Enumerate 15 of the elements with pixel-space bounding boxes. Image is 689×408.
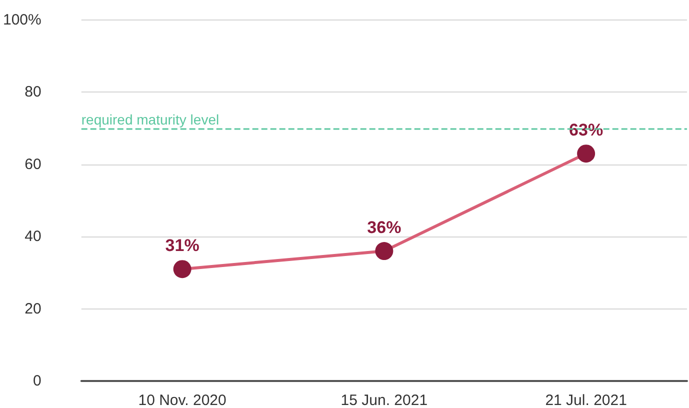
- x-tick-label: 21 Jul. 2021: [545, 392, 627, 408]
- y-tick-label: 80: [24, 84, 42, 101]
- ref-line-label: required maturity level: [81, 111, 220, 128]
- y-tick-label: 100%: [2, 12, 42, 28]
- point: [375, 242, 394, 260]
- y-tick-label: 20: [24, 300, 42, 318]
- x-tick-label: 15 Jun. 2021: [340, 392, 428, 408]
- y-tick-label: 40: [24, 228, 42, 246]
- y-tick-label: 0: [33, 372, 42, 390]
- point: [577, 144, 596, 163]
- data-label: 36%: [367, 218, 402, 238]
- point: [173, 260, 192, 278]
- y-tick-label: 60: [24, 156, 42, 173]
- x-tick-label: 10 Nov. 2020: [138, 392, 226, 408]
- data-label: 31%: [165, 236, 200, 256]
